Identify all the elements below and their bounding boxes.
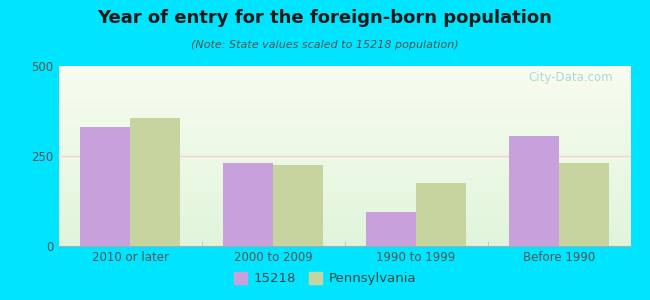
Bar [80, 127, 130, 246]
Bar [559, 163, 609, 246]
Text: (Note: State values scaled to 15218 population): (Note: State values scaled to 15218 popu… [191, 40, 459, 50]
Bar [130, 118, 180, 246]
Legend: 15218, Pennsylvania: 15218, Pennsylvania [228, 266, 422, 290]
Text: Year of entry for the foreign-born population: Year of entry for the foreign-born popul… [98, 9, 552, 27]
Text: City-Data.com: City-Data.com [528, 71, 614, 84]
Bar [366, 212, 416, 246]
Bar [273, 165, 323, 246]
Bar [509, 136, 559, 246]
Bar [223, 163, 273, 246]
Bar [416, 183, 466, 246]
